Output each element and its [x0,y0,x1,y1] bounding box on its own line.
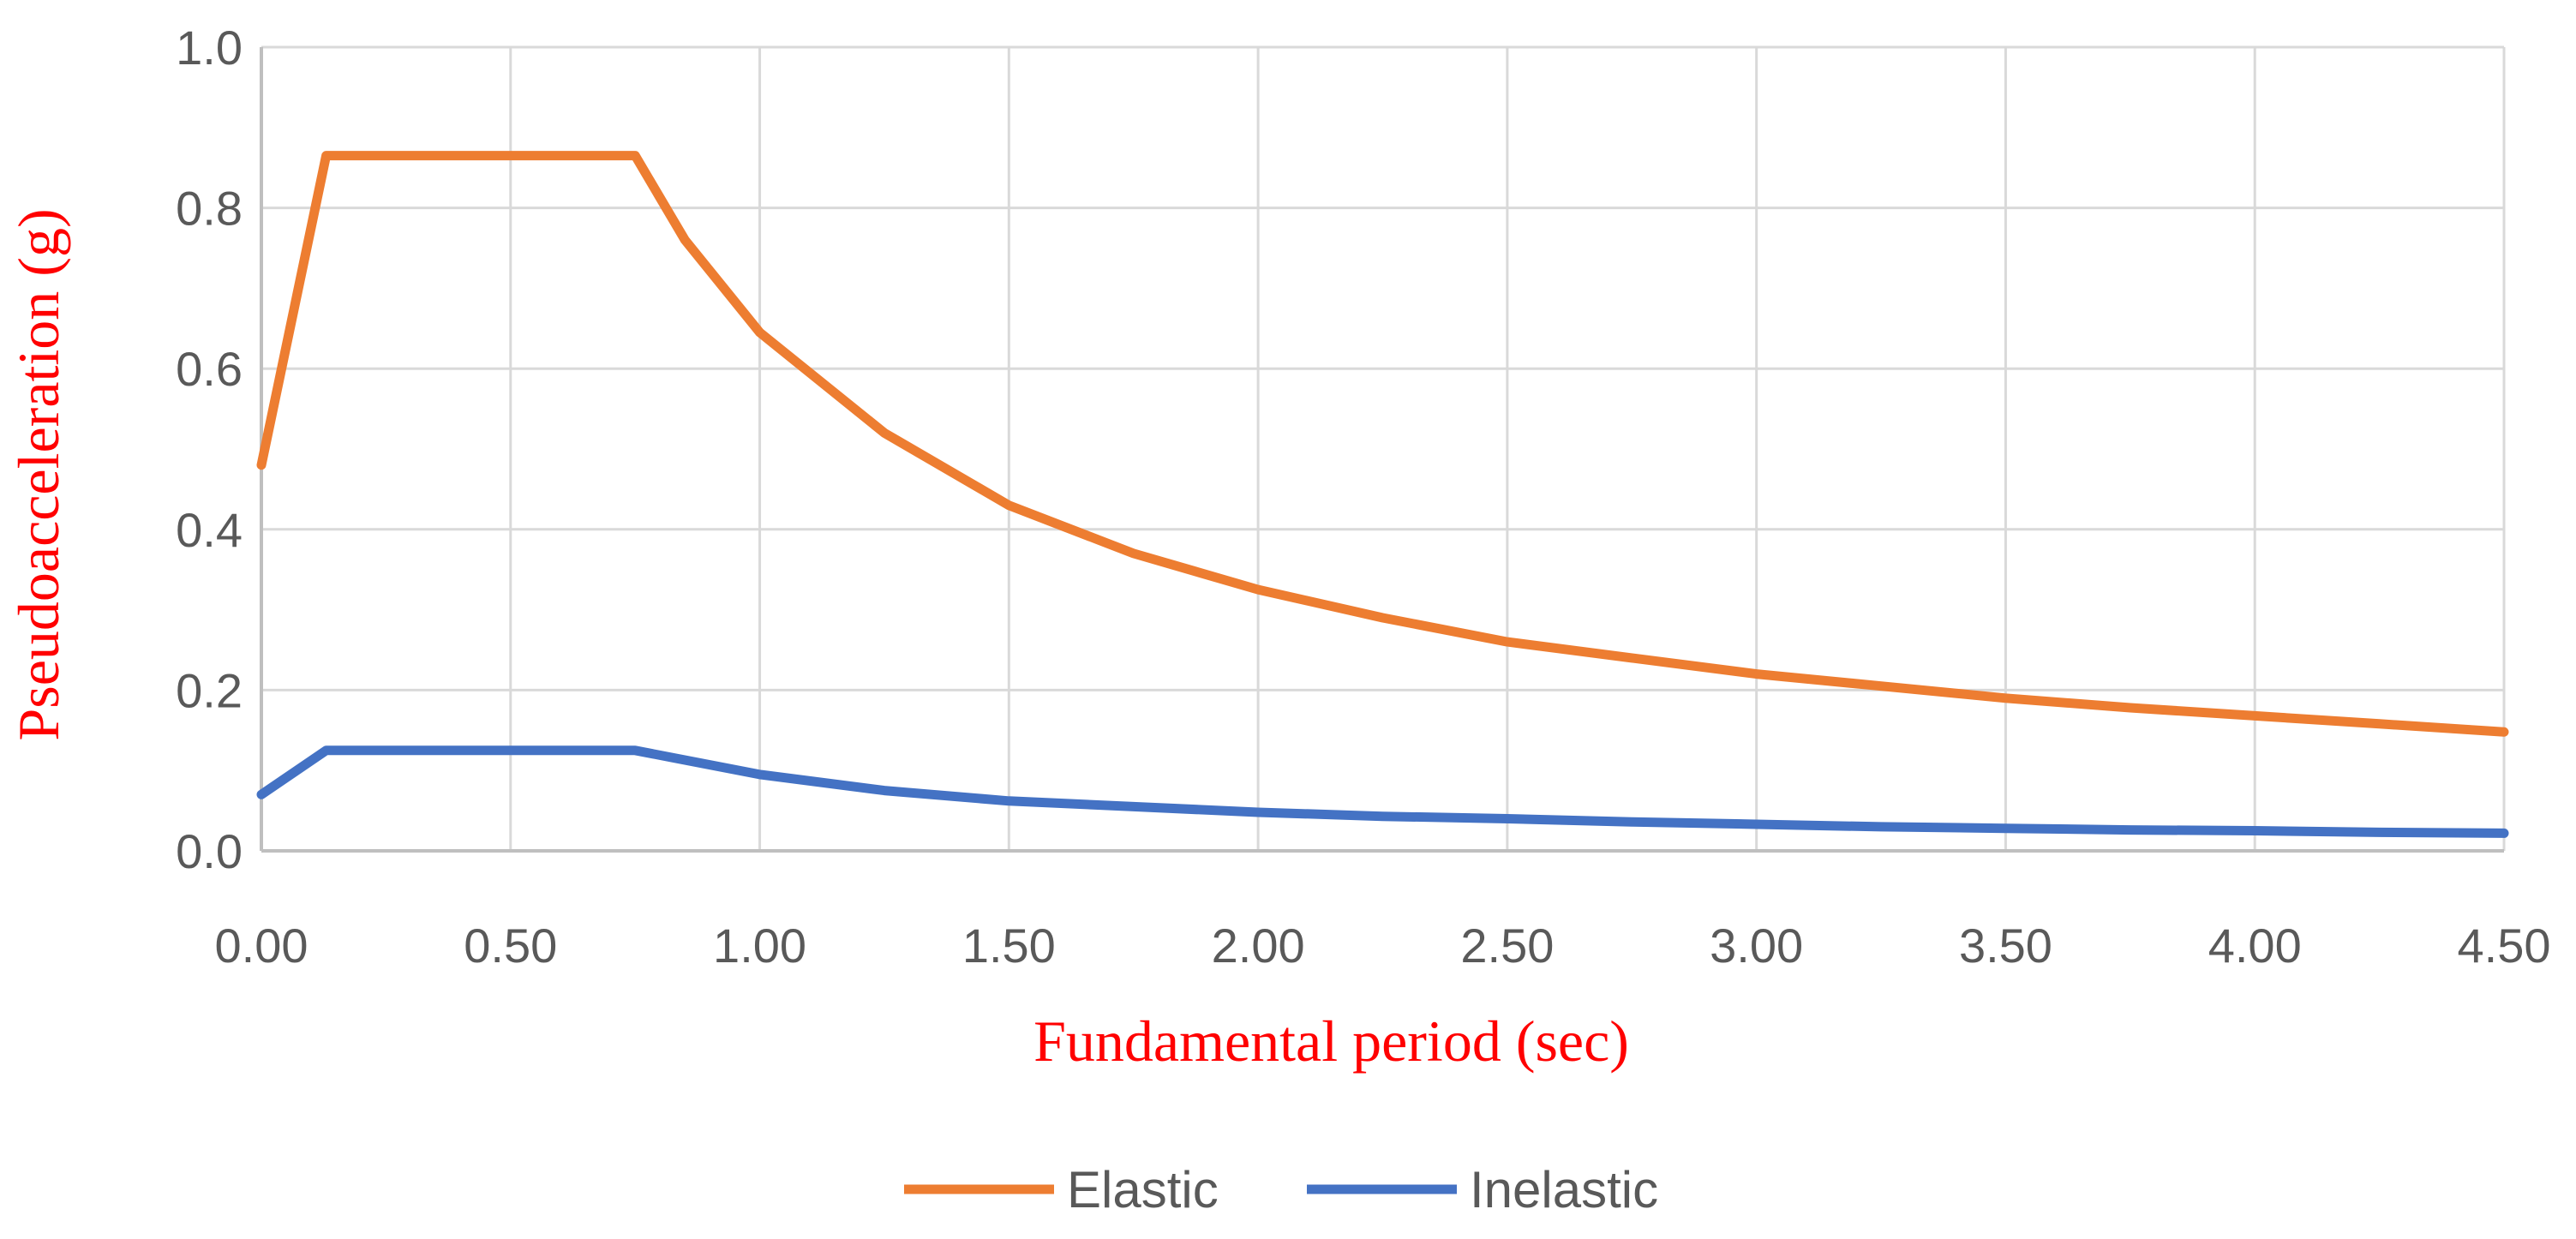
y-tick-label: 0.0 [176,824,243,878]
axes [260,47,2504,853]
legend-label-elastic: Elastic [1067,1161,1219,1218]
y-tick-label: 0.2 [176,663,243,717]
legend: Elastic Inelastic [904,1161,1658,1218]
legend-label-inelastic: Inelastic [1470,1161,1658,1218]
series-line-inelastic [256,745,2509,838]
x-tick-label: 0.00 [215,919,309,973]
x-tick-label: 1.50 [962,919,1056,973]
grid [261,45,2506,851]
x-axis-title: Fundamental period (sec) [1033,1009,1629,1074]
x-tick-label: 4.50 [2458,919,2551,973]
x-tick-label: 3.50 [1959,919,2052,973]
x-tick-label: 0.50 [464,919,557,973]
tick-labels: 0.0 0.2 0.4 0.6 0.8 1.0 0.00 0.50 1.00 1.50 2.00 2.… [176,21,2550,973]
y-axis-title: Pseudoacceleration (g) [6,208,71,740]
x-tick-label: 3.00 [1710,919,1803,973]
series-lines [256,151,2509,838]
x-tick-label: 4.00 [2208,919,2302,973]
series-line-elastic [256,151,2509,737]
y-tick-label: 0.8 [176,182,243,236]
x-tick-label: 1.00 [713,919,806,973]
y-tick-label: 0.4 [176,503,243,557]
x-tick-label: 2.50 [1460,919,1554,973]
y-tick-label: 0.6 [176,342,243,396]
y-tick-label: 1.0 [176,21,243,75]
x-tick-label: 2.00 [1212,919,1305,973]
